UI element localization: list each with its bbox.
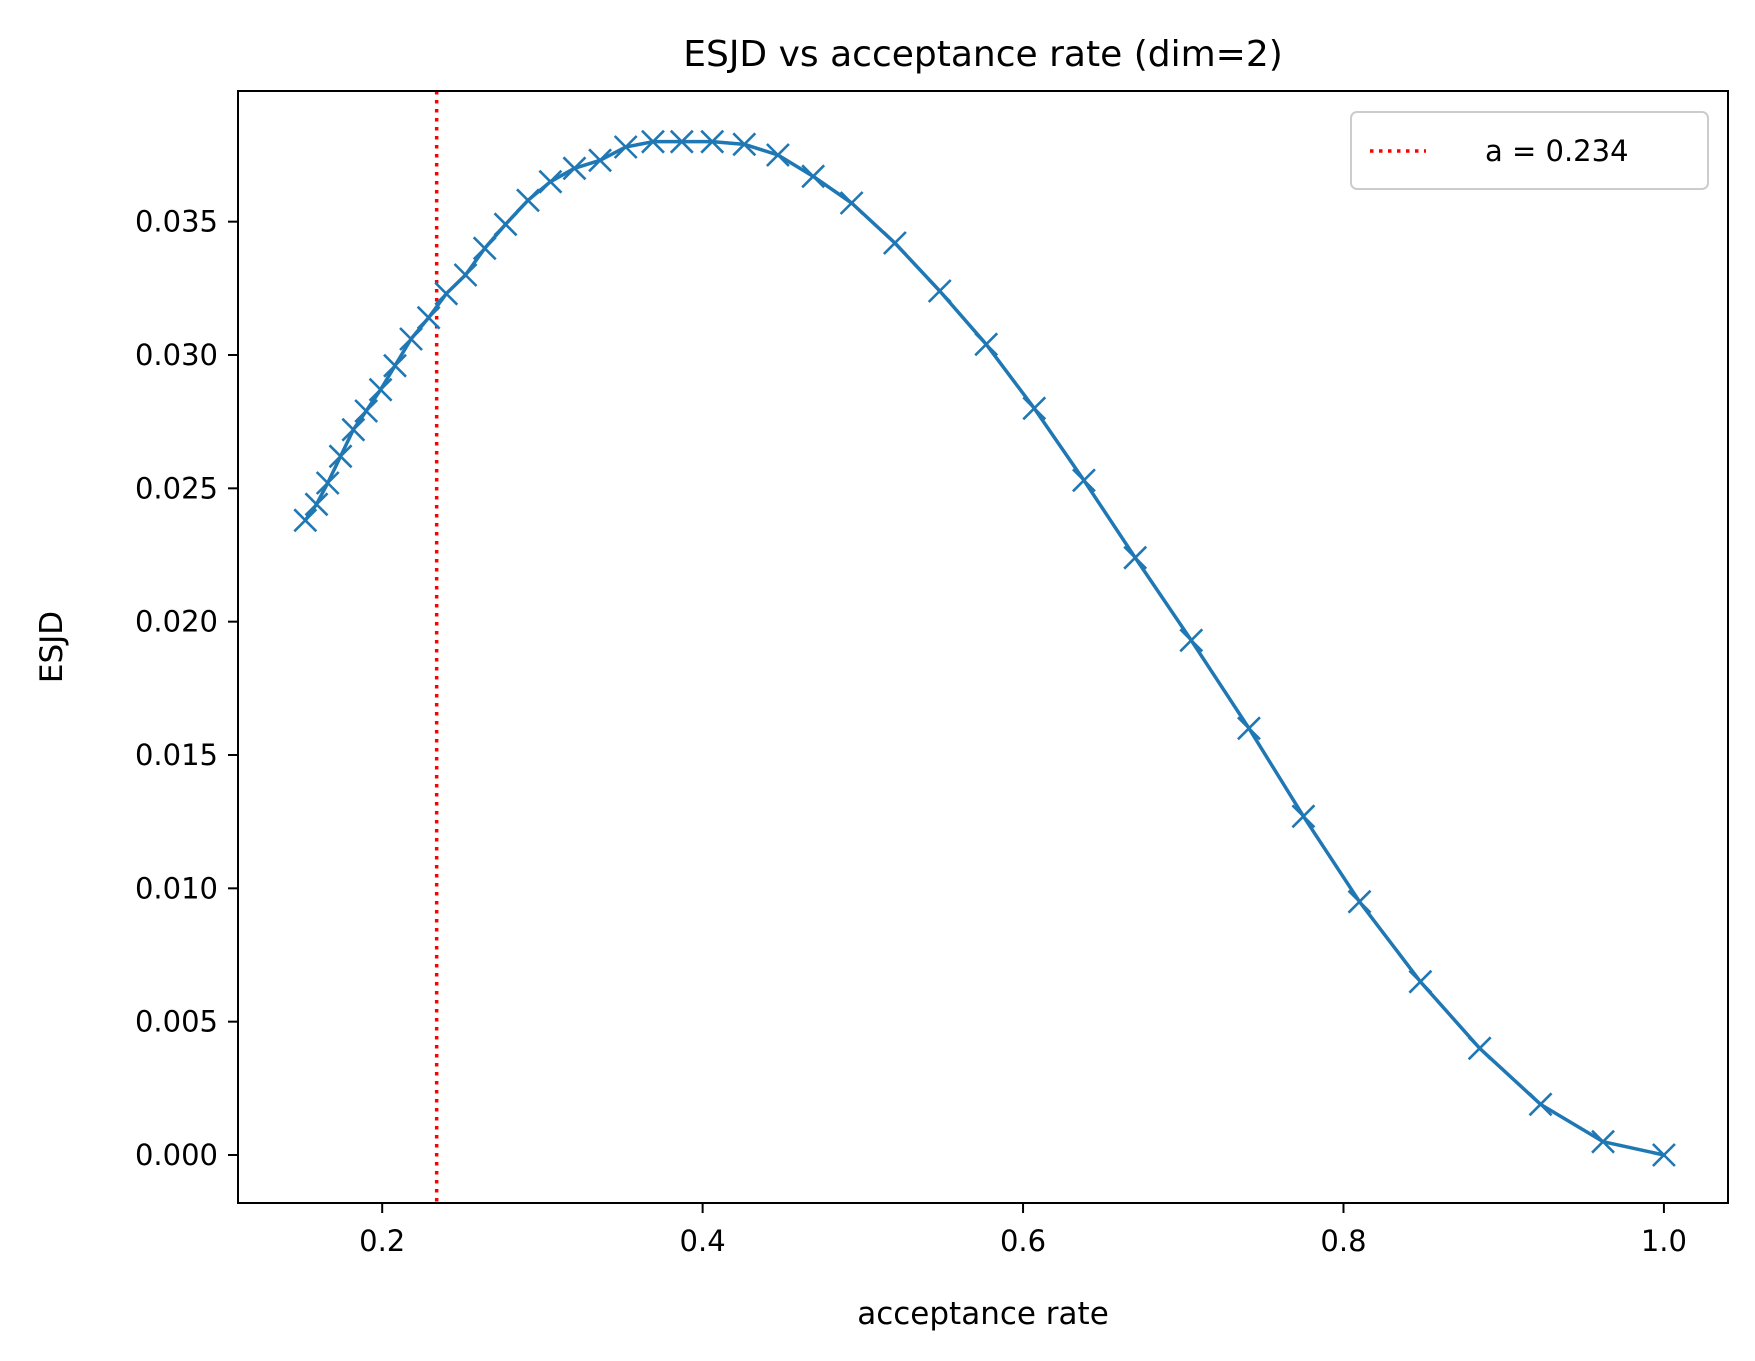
- data-point-marker: [293, 508, 318, 533]
- data-point-marker: [1022, 396, 1047, 421]
- x-tick-label: 0.4: [680, 1224, 726, 1258]
- axes-frame: [237, 90, 1729, 1204]
- data-point-marker: [341, 417, 366, 442]
- data-point-marker: [383, 353, 407, 378]
- y-tick-label: 0.025: [135, 471, 218, 505]
- legend-box: [1350, 111, 1709, 190]
- x-tick-label: 1.0: [1641, 1224, 1687, 1258]
- chart-title: ESJD vs acceptance rate (dim=2): [683, 34, 1283, 75]
- data-point-marker: [1072, 468, 1096, 493]
- data-point-marker: [974, 332, 999, 357]
- data-point-marker: [434, 281, 459, 306]
- data-point-marker: [328, 444, 353, 469]
- data-point-marker: [669, 129, 694, 154]
- data-point-marker: [732, 132, 757, 157]
- data-point-marker: [927, 279, 952, 303]
- data-point-marker: [1408, 969, 1433, 994]
- data-point-marker: [472, 236, 497, 261]
- data-point-marker: [368, 377, 393, 402]
- y-tick-label: 0.020: [135, 605, 218, 639]
- data-point-marker: [399, 327, 423, 351]
- data-point-marker: [354, 399, 379, 423]
- data-point-marker: [1528, 1092, 1553, 1117]
- plot-area: [237, 90, 1729, 1204]
- data-point-marker: [493, 212, 518, 237]
- x-tick-label: 0.8: [1320, 1224, 1366, 1258]
- legend: a = 0.234: [1350, 111, 1709, 190]
- data-point-marker: [1291, 804, 1316, 829]
- data-point-marker: [588, 148, 613, 173]
- y-tick-label: 0.035: [135, 205, 218, 239]
- series-layer: [293, 129, 1676, 1167]
- y-tick-label: 0.005: [135, 1005, 218, 1039]
- y-tick-label: 0.010: [135, 871, 218, 905]
- y-tick-label: 0.030: [135, 338, 218, 372]
- data-point-marker: [882, 231, 907, 255]
- data-point-marker: [766, 143, 790, 167]
- x-axis-ticks: 0.2 0.4 0.6 0.8 1.0: [359, 1203, 1687, 1258]
- data-point-marker: [315, 471, 340, 495]
- x-tick-label: 0.2: [359, 1224, 405, 1258]
- y-tick-label: 0.015: [135, 738, 218, 772]
- data-point-marker: [641, 129, 665, 154]
- data-point-marker: [562, 156, 587, 181]
- data-point-marker: [1179, 628, 1204, 653]
- data-point-marker: [1591, 1129, 1615, 1154]
- y-axis-ticks: 0.000 0.005 0.010 0.015 0.020 0.025 0.030 0.035: [135, 205, 238, 1172]
- data-point-marker: [1347, 889, 1372, 914]
- data-point-marker: [304, 492, 329, 517]
- data-point-marker: [1123, 545, 1148, 570]
- data-point-marker: [1237, 716, 1261, 741]
- y-tick-label: 0.000: [135, 1138, 218, 1172]
- data-point-marker: [1651, 1143, 1676, 1167]
- data-point-marker: [516, 188, 540, 213]
- data-point-marker: [538, 169, 563, 194]
- data-point-marker: [453, 263, 478, 287]
- data-point-marker: [801, 164, 826, 189]
- y-axis-label: ESJD: [34, 611, 70, 683]
- x-axis-label: acceptance rate: [857, 1296, 1109, 1332]
- x-tick-label: 0.6: [1000, 1224, 1046, 1258]
- data-point-marker: [1467, 1036, 1492, 1061]
- data-point-marker: [700, 129, 725, 154]
- legend-label: a = 0.234: [1485, 134, 1629, 168]
- data-point-marker: [613, 135, 638, 159]
- data-point-marker: [416, 305, 441, 330]
- data-point-marker: [839, 191, 864, 215]
